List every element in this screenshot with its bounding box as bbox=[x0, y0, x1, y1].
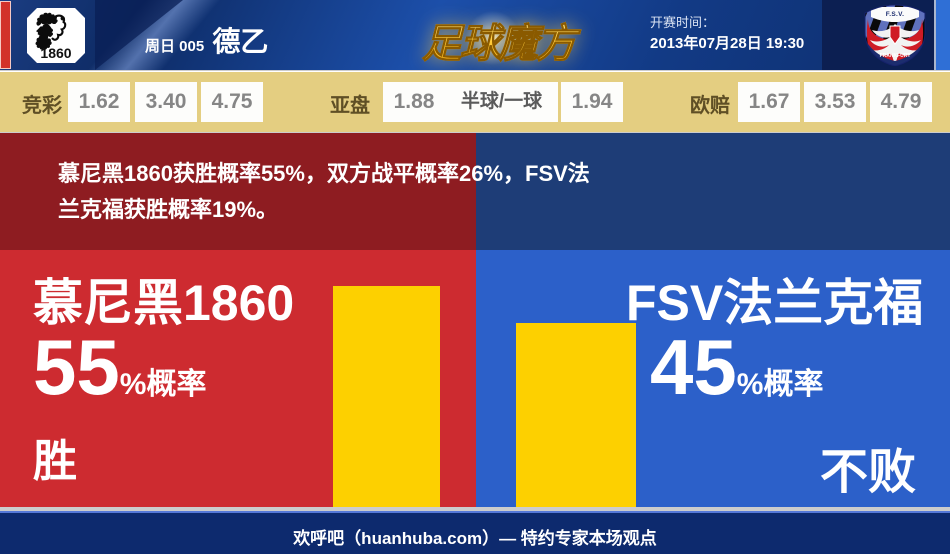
svg-text:F.S.V.: F.S.V. bbox=[886, 11, 905, 18]
svg-text:1860: 1860 bbox=[40, 45, 71, 61]
svg-text:FRANKFURT: FRANKFURT bbox=[880, 53, 911, 59]
